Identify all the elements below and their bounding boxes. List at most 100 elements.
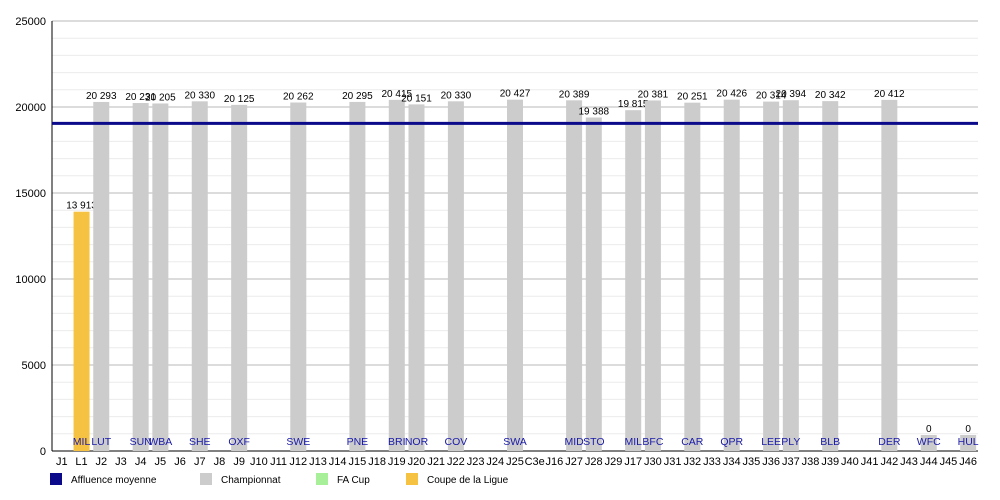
bar-opponent-label: SWE: [286, 436, 310, 448]
legend-label-ligue: Coupe de la Ligue: [427, 475, 509, 486]
bar-opponent-label: WFC: [917, 436, 941, 448]
bar-value-label: 20 330: [184, 90, 215, 101]
legend-label-championnat: Championnat: [221, 475, 281, 486]
x-tick-label: J38: [802, 456, 820, 468]
bar-hul-46: [960, 435, 977, 451]
bar-value-label: 20 205: [145, 92, 176, 103]
y-tick-label: 15000: [15, 188, 46, 200]
x-tick-label: J39: [821, 456, 839, 468]
x-tick-label: J45: [940, 456, 958, 468]
bar-value-label: 20 314: [756, 91, 787, 102]
y-tick-label: 25000: [15, 16, 46, 28]
bar-opponent-label: WBA: [148, 436, 172, 448]
bar-value-label: 20 125: [224, 94, 255, 105]
bar-value-label: 20 342: [815, 90, 846, 101]
y-tick-label: 10000: [15, 274, 46, 286]
bar-cov-20: [447, 101, 464, 451]
x-tick-label: J27: [565, 456, 583, 468]
bar-opponent-label: LUT: [91, 436, 111, 448]
legend-swatch-facup: [316, 473, 328, 485]
x-tick-label: J32: [683, 456, 701, 468]
x-tick-label: J34: [723, 456, 741, 468]
bar-pne-15: [349, 101, 366, 452]
bar-sto-27: [585, 117, 602, 451]
bar-opponent-label: QPR: [720, 436, 743, 448]
bar-value-label: 20 231: [125, 92, 156, 103]
legend-swatch-championnat: [200, 473, 212, 485]
bar-opponent-label: MIL: [73, 436, 91, 448]
x-tick-label: J11: [270, 456, 287, 468]
x-tick-label: J40: [841, 456, 859, 468]
bar-opponent-label: COV: [445, 436, 468, 448]
x-tick-labels: J1 L1 J2 J3 J4 J5 J6 J7 J8 J9 J10 J11 J12 J13 J14 J15 J1…: [56, 456, 977, 468]
x-tick-label: J43: [900, 456, 918, 468]
bar-value-label: 0: [926, 424, 932, 435]
x-tick-label: J1: [56, 456, 68, 468]
legend-label-average: Affluence moyenne: [71, 475, 157, 486]
bar-opponent-label: STO: [583, 436, 604, 448]
bar-value-label: 20 415: [381, 89, 412, 100]
bar-opponent-label: LEE: [761, 436, 781, 448]
x-tick-label: J8: [214, 456, 226, 468]
bar-opponent-label: PLY: [781, 436, 800, 448]
bar-opponent-label: NOR: [405, 436, 429, 448]
x-tick-label: J6: [174, 456, 186, 468]
bar-opponent-label: MIL: [624, 436, 642, 448]
x-tick-label: J17: [624, 456, 642, 468]
x-tick-label: C3e: [525, 456, 545, 468]
bar-she-7: [191, 101, 208, 451]
legend-swatch-ligue: [406, 473, 418, 485]
bar-value-label: 20 293: [86, 91, 117, 102]
x-tick-label: J14: [329, 456, 347, 468]
bar-value-label: 20 427: [500, 89, 531, 100]
bar-value-label: 20 412: [874, 89, 905, 100]
x-tick-label: J19: [388, 456, 406, 468]
x-tick-label: J3: [115, 456, 127, 468]
x-tick-label: J46: [959, 456, 977, 468]
x-tick-label: J44: [920, 456, 938, 468]
bar-value-label: 20 262: [283, 91, 314, 102]
x-tick-label: J25: [506, 456, 524, 468]
bar-bri-17: [388, 99, 405, 451]
bar-sun-4: [132, 103, 149, 452]
x-tick-label: J33: [703, 456, 721, 468]
x-tick-label: L1: [75, 456, 87, 468]
legend-label-facup: FA Cup: [337, 475, 370, 486]
y-tick-label: 0: [40, 446, 46, 458]
y-tick-label: 5000: [22, 360, 46, 372]
bar-mil-1: [73, 211, 90, 451]
bar-der-42: [881, 99, 898, 451]
x-tick-label: J20: [408, 456, 426, 468]
bar-oxf-9: [231, 104, 248, 451]
bar-wba-5: [152, 103, 169, 451]
bar-blb-39: [822, 101, 839, 451]
bar-value-label: 19 815: [618, 99, 649, 110]
bar-value-label: 19 388: [579, 107, 610, 118]
x-tick-label: J5: [155, 456, 167, 468]
bar-nor-18: [408, 104, 425, 451]
bars: 13 913 MIL 20 293 LUT 20 231 SUN 20 205 WBA 20 3…: [66, 89, 979, 452]
bar-mil-29: [625, 110, 642, 451]
x-tick-label: J12: [289, 456, 307, 468]
x-tick-label: J2: [95, 456, 107, 468]
bar-opponent-label: HUL: [958, 436, 979, 448]
x-tick-label: J9: [233, 456, 245, 468]
bar-opponent-label: SWA: [503, 436, 527, 448]
x-tick-label: J4: [135, 456, 147, 468]
bar-wfc-44: [920, 435, 937, 451]
x-tick-label: J7: [194, 456, 206, 468]
x-tick-label: J21: [427, 456, 445, 468]
bar-swa-23: [507, 99, 523, 451]
bar-opponent-label: BLB: [820, 436, 840, 448]
x-tick-label: J30: [644, 456, 662, 468]
x-tick-label: J22: [447, 456, 465, 468]
x-tick-label: J42: [880, 456, 898, 468]
bar-bfc-30: [644, 100, 661, 451]
x-tick-label: J13: [309, 456, 327, 468]
bar-value-label: 20 389: [559, 89, 590, 100]
x-tick-label: J36: [762, 456, 780, 468]
x-tick-label: J35: [743, 456, 761, 468]
bar-opponent-label: MID: [564, 436, 584, 448]
bar-opponent-label: OXF: [228, 436, 250, 448]
x-tick-label: J15: [349, 456, 367, 468]
